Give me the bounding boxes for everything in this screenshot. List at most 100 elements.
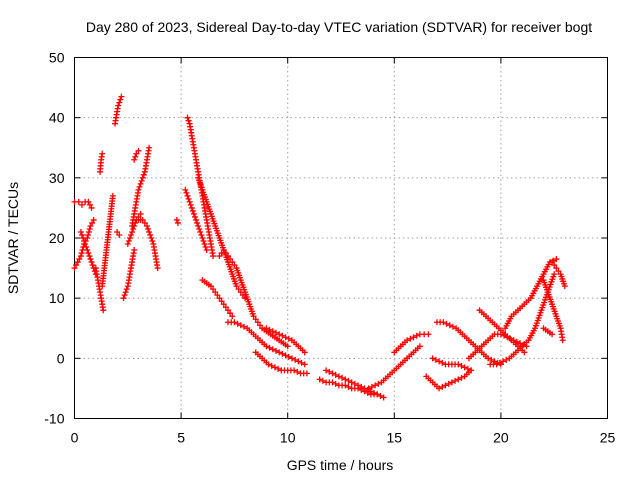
- series-arc27: [423, 367, 475, 392]
- data-point: [294, 368, 301, 375]
- data-point: [210, 253, 217, 260]
- data-point: [446, 322, 453, 329]
- data-point: [551, 271, 558, 278]
- data-point: [115, 102, 122, 109]
- data-point: [380, 394, 387, 401]
- data-point: [432, 356, 439, 363]
- data-point: [342, 382, 349, 389]
- data-point: [76, 256, 83, 263]
- data-point: [182, 186, 189, 193]
- data-point: [445, 380, 452, 387]
- data-point: [335, 373, 342, 380]
- y-axis-label: SDTVAR / TECUs: [5, 182, 21, 294]
- y-tick-label: 0: [57, 350, 65, 366]
- data-point: [133, 150, 140, 157]
- data-point: [549, 331, 556, 338]
- data-point: [222, 304, 229, 311]
- data-point: [345, 377, 352, 384]
- y-tick-label: 40: [49, 110, 65, 126]
- data-point: [225, 307, 232, 314]
- data-point: [377, 392, 384, 399]
- data-point: [120, 295, 127, 302]
- data-point: [196, 225, 203, 232]
- data-point: [231, 319, 238, 326]
- data-point: [439, 383, 446, 390]
- x-tick-label: 25: [600, 430, 616, 446]
- data-point: [147, 231, 154, 238]
- series-arc21: [263, 325, 308, 356]
- data-point: [195, 222, 202, 229]
- data-point: [89, 262, 96, 269]
- series-arc26: [391, 331, 432, 356]
- data-point: [116, 99, 123, 106]
- data-point: [77, 228, 84, 235]
- data-point: [80, 235, 87, 241]
- data-point: [282, 352, 289, 359]
- y-tick-label: 20: [49, 230, 65, 246]
- data-point: [85, 231, 92, 238]
- y-tick-label: 10: [49, 290, 65, 306]
- series-arc14: [173, 216, 181, 226]
- data-point: [355, 385, 362, 392]
- data-point: [85, 198, 92, 205]
- series-arc35: [549, 259, 568, 290]
- data-point: [81, 238, 88, 245]
- data-point: [88, 204, 95, 211]
- data-point: [132, 153, 139, 160]
- plot-frame: [74, 57, 608, 419]
- data-point: [345, 383, 352, 390]
- data-point: [185, 195, 192, 202]
- data-point: [218, 298, 225, 305]
- series-arc8: [120, 247, 138, 302]
- data-point: [229, 313, 236, 320]
- x-tick-label: 10: [280, 430, 296, 446]
- data-point: [216, 253, 223, 260]
- tick-labels: 0 5 10 15 20 25 -10 0 10 20 30 40 50: [44, 50, 615, 446]
- data-point: [348, 379, 355, 386]
- series-arc34: [540, 277, 566, 344]
- data-point: [137, 180, 144, 187]
- series-arc10: [129, 144, 153, 229]
- data-point: [82, 241, 89, 248]
- data-point: [118, 93, 125, 100]
- data-point: [86, 225, 93, 232]
- data-point: [235, 286, 242, 293]
- data-point: [109, 192, 116, 199]
- data-point: [282, 334, 289, 341]
- data-point: [78, 250, 85, 257]
- data-point: [124, 241, 131, 248]
- data-point: [372, 382, 379, 389]
- data-point: [279, 332, 286, 339]
- data-point: [368, 383, 375, 390]
- x-axis-label: GPS time / hours: [287, 457, 394, 473]
- data-point: [184, 192, 191, 199]
- y-tick-label: 30: [49, 170, 65, 186]
- data-point: [458, 362, 465, 369]
- data-point: [194, 219, 201, 226]
- data-point: [263, 325, 270, 332]
- data-point: [185, 117, 192, 124]
- series-arc28: [433, 319, 504, 368]
- data-point: [416, 343, 423, 350]
- data-point: [326, 368, 333, 375]
- data-point: [521, 349, 528, 356]
- chart-title: Day 280 of 2023, Sidereal Day-to-day VTE…: [86, 19, 592, 35]
- data-point: [358, 386, 365, 393]
- data-point: [75, 198, 82, 205]
- x-tick-label: 5: [177, 430, 185, 446]
- data-point: [114, 228, 121, 235]
- data-point: [279, 350, 286, 357]
- data-point: [329, 370, 336, 377]
- data-point: [342, 376, 349, 383]
- series-arc6: [97, 150, 106, 175]
- data-point: [198, 231, 205, 238]
- data-point: [135, 186, 142, 193]
- series-arc22: [252, 349, 310, 377]
- data-point: [86, 201, 93, 208]
- data-point: [553, 265, 560, 272]
- data-point: [146, 144, 153, 151]
- series-arc19: [216, 247, 291, 350]
- data-point: [439, 359, 446, 366]
- data-point: [551, 262, 558, 269]
- data-point: [265, 361, 272, 368]
